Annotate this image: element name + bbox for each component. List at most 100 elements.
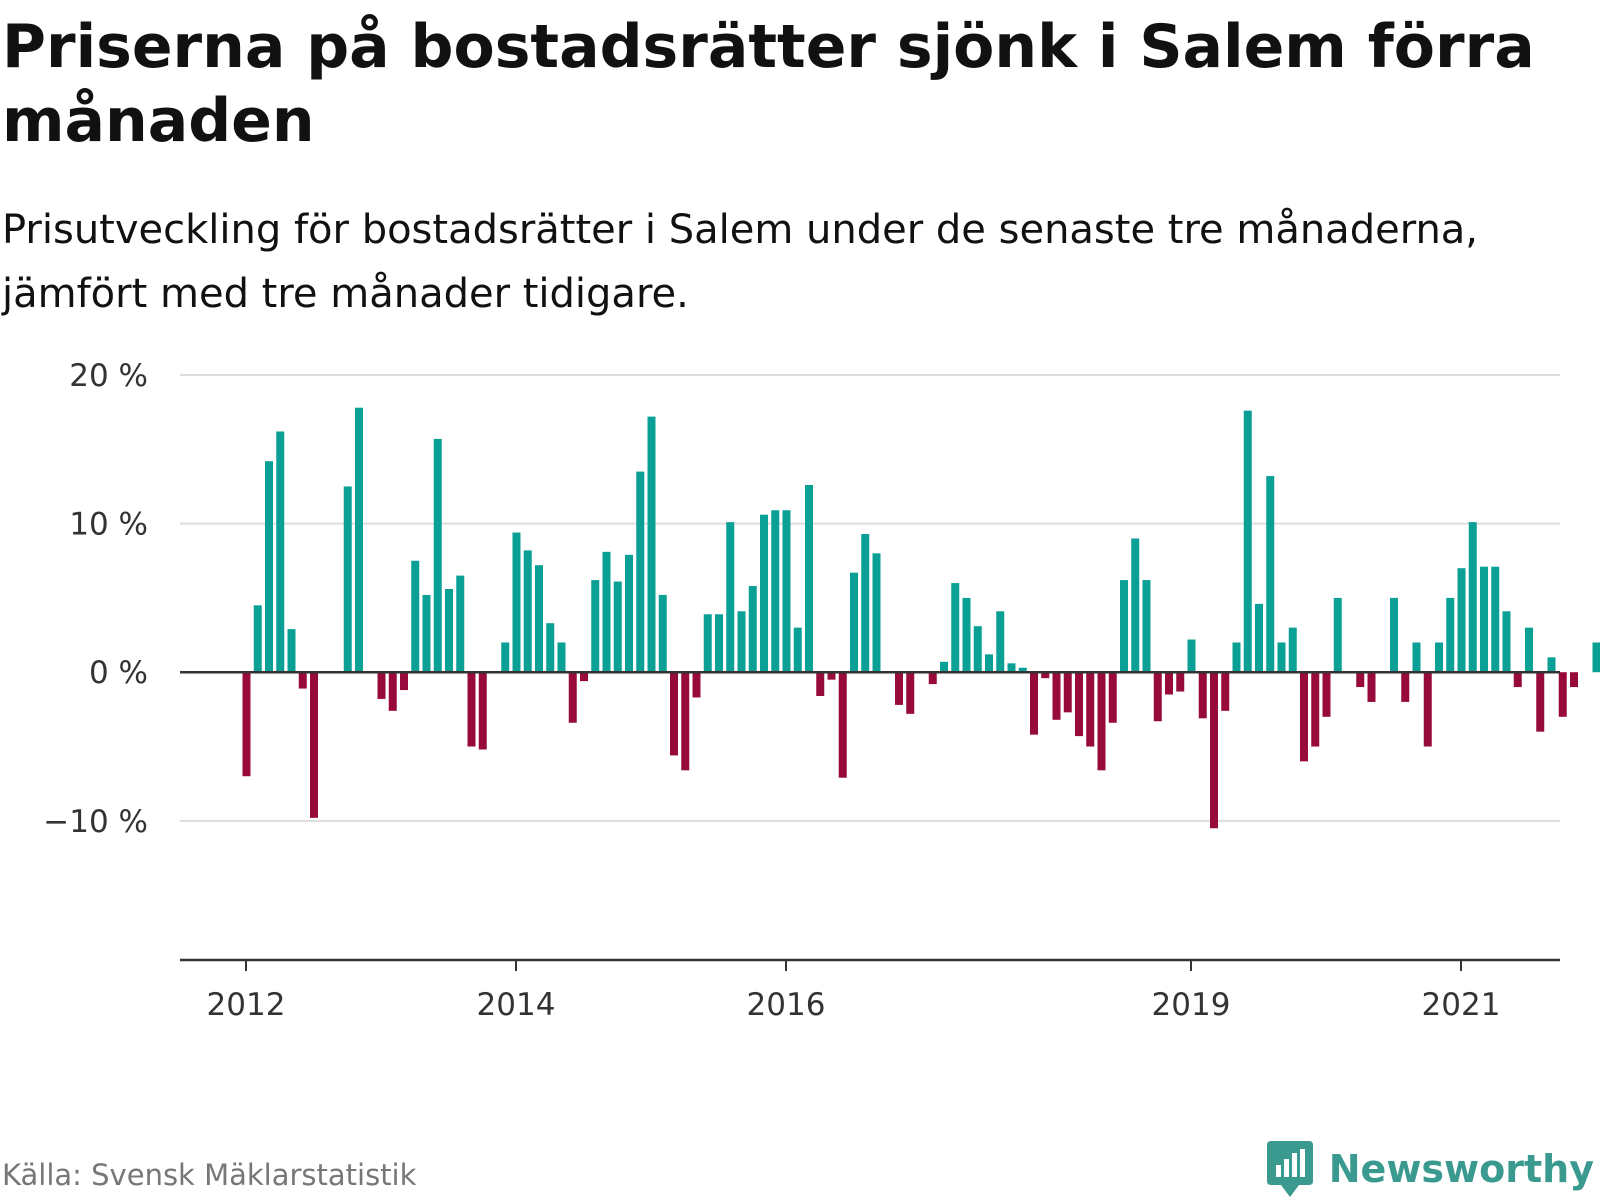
- bar-positive: [613, 581, 622, 673]
- axes: [180, 670, 1560, 971]
- bar-negative: [1075, 672, 1083, 737]
- bar-negative: [568, 672, 577, 723]
- bar-positive: [411, 560, 420, 673]
- bar-positive: [1187, 639, 1196, 673]
- bar-positive: [535, 565, 543, 673]
- bar-positive: [760, 514, 768, 673]
- bar-negative: [1536, 672, 1545, 732]
- bar-negative: [838, 672, 847, 778]
- bar-positive: [557, 642, 566, 673]
- bar-positive: [1255, 603, 1263, 673]
- bar-positive: [1525, 627, 1533, 673]
- bar-negative: [670, 672, 678, 756]
- bar-negative: [1176, 672, 1185, 692]
- bar-positive: [355, 407, 363, 673]
- bar-negative: [1198, 672, 1207, 719]
- bar-positive: [793, 627, 802, 673]
- bar-negative: [1322, 672, 1331, 717]
- bar-negative: [310, 672, 318, 818]
- x-tick-label: 2021: [1422, 987, 1501, 1023]
- bar-negative: [1086, 672, 1095, 747]
- bar-negative: [478, 672, 487, 750]
- bar-negative: [298, 672, 307, 689]
- bar-positive: [1277, 642, 1286, 673]
- bar-negative: [1108, 672, 1117, 723]
- bar-negative: [816, 672, 825, 696]
- bar-negative: [1423, 672, 1432, 747]
- bar-negative: [1052, 672, 1061, 720]
- newsworthy-logo[interactable]: Newsworthy: [1265, 1140, 1594, 1198]
- x-tick-label: 2012: [207, 987, 286, 1023]
- bar-positive: [1491, 566, 1500, 673]
- bar-positive: [726, 522, 735, 673]
- bar-positive: [771, 510, 780, 673]
- y-tick-label: −10 %: [43, 804, 148, 840]
- bar-positive: [1502, 611, 1511, 673]
- bar-positive: [602, 551, 611, 673]
- bar-negative: [928, 672, 937, 685]
- bar-positive: [1592, 642, 1600, 673]
- tick-labels: 20 %10 %0 %−10 %201220142016201920212023: [43, 358, 1501, 1023]
- y-tick-label: 20 %: [69, 358, 148, 394]
- bar-negative: [692, 672, 701, 698]
- x-tick-label: 2016: [747, 987, 826, 1023]
- bar-positive: [276, 431, 285, 673]
- bar-negative: [1221, 672, 1230, 711]
- bar-positive: [287, 629, 296, 673]
- bar-positive: [445, 588, 453, 673]
- bar-positive: [1007, 663, 1016, 673]
- bar-positive: [1266, 476, 1275, 673]
- bar-positive: [1232, 642, 1241, 673]
- bar-negative: [400, 672, 408, 691]
- bar-negative: [1513, 672, 1522, 688]
- bar-positive: [1480, 566, 1488, 673]
- bar-positive: [1435, 642, 1443, 673]
- x-tick-label: 2014: [477, 987, 556, 1023]
- newsworthy-logo-text: Newsworthy: [1328, 1147, 1594, 1191]
- chart-subtitle: Prisutveckling för bostadsrätter i Salem…: [2, 207, 1479, 317]
- bar-positive: [1412, 642, 1421, 673]
- bar-negative: [1165, 672, 1173, 695]
- bar-negative: [242, 672, 251, 777]
- bar-positive: [1120, 580, 1128, 673]
- bar-negative: [827, 672, 836, 680]
- newsworthy-logo-icon: [1266, 1141, 1313, 1197]
- bar-positive: [1243, 410, 1252, 673]
- bar-positive: [546, 623, 555, 673]
- bar-negative: [1063, 672, 1072, 713]
- bar-positive: [951, 583, 960, 673]
- bar-negative: [906, 672, 915, 714]
- y-tick-label: 10 %: [69, 507, 148, 543]
- bar-negative: [1153, 672, 1162, 722]
- bar-positive: [1457, 568, 1466, 673]
- source-note: Källa: Svensk Mäklarstatistik: [2, 1158, 417, 1192]
- bar-negative: [377, 672, 386, 699]
- bar-positive: [1333, 597, 1342, 673]
- bar-positive: [861, 534, 870, 673]
- bar-positive: [782, 510, 791, 673]
- bar-positive: [1018, 667, 1027, 673]
- bar-positive: [658, 594, 667, 673]
- bar-positive: [1288, 627, 1297, 673]
- bar-positive: [1468, 522, 1477, 673]
- bar-positive: [850, 572, 858, 673]
- bar-negative: [1097, 672, 1106, 771]
- bar-negative: [1356, 672, 1365, 688]
- bar-positive: [940, 661, 948, 673]
- bar-negative: [1210, 672, 1218, 829]
- bar-positive: [501, 642, 510, 673]
- x-tick-label: 2019: [1152, 987, 1231, 1023]
- bar-positive: [872, 553, 881, 673]
- bar-negative: [1367, 672, 1376, 702]
- bar-positive: [715, 614, 723, 673]
- bar-negative: [1300, 672, 1308, 762]
- bar-positive: [703, 614, 712, 673]
- bar-positive: [433, 438, 442, 673]
- bar-positive: [748, 586, 757, 673]
- bar-positive: [512, 532, 521, 673]
- bar-positive: [1547, 657, 1556, 673]
- bar-positive: [985, 654, 993, 673]
- bar-positive: [805, 484, 813, 673]
- bar-positive: [253, 605, 262, 673]
- bar-positive: [456, 575, 465, 673]
